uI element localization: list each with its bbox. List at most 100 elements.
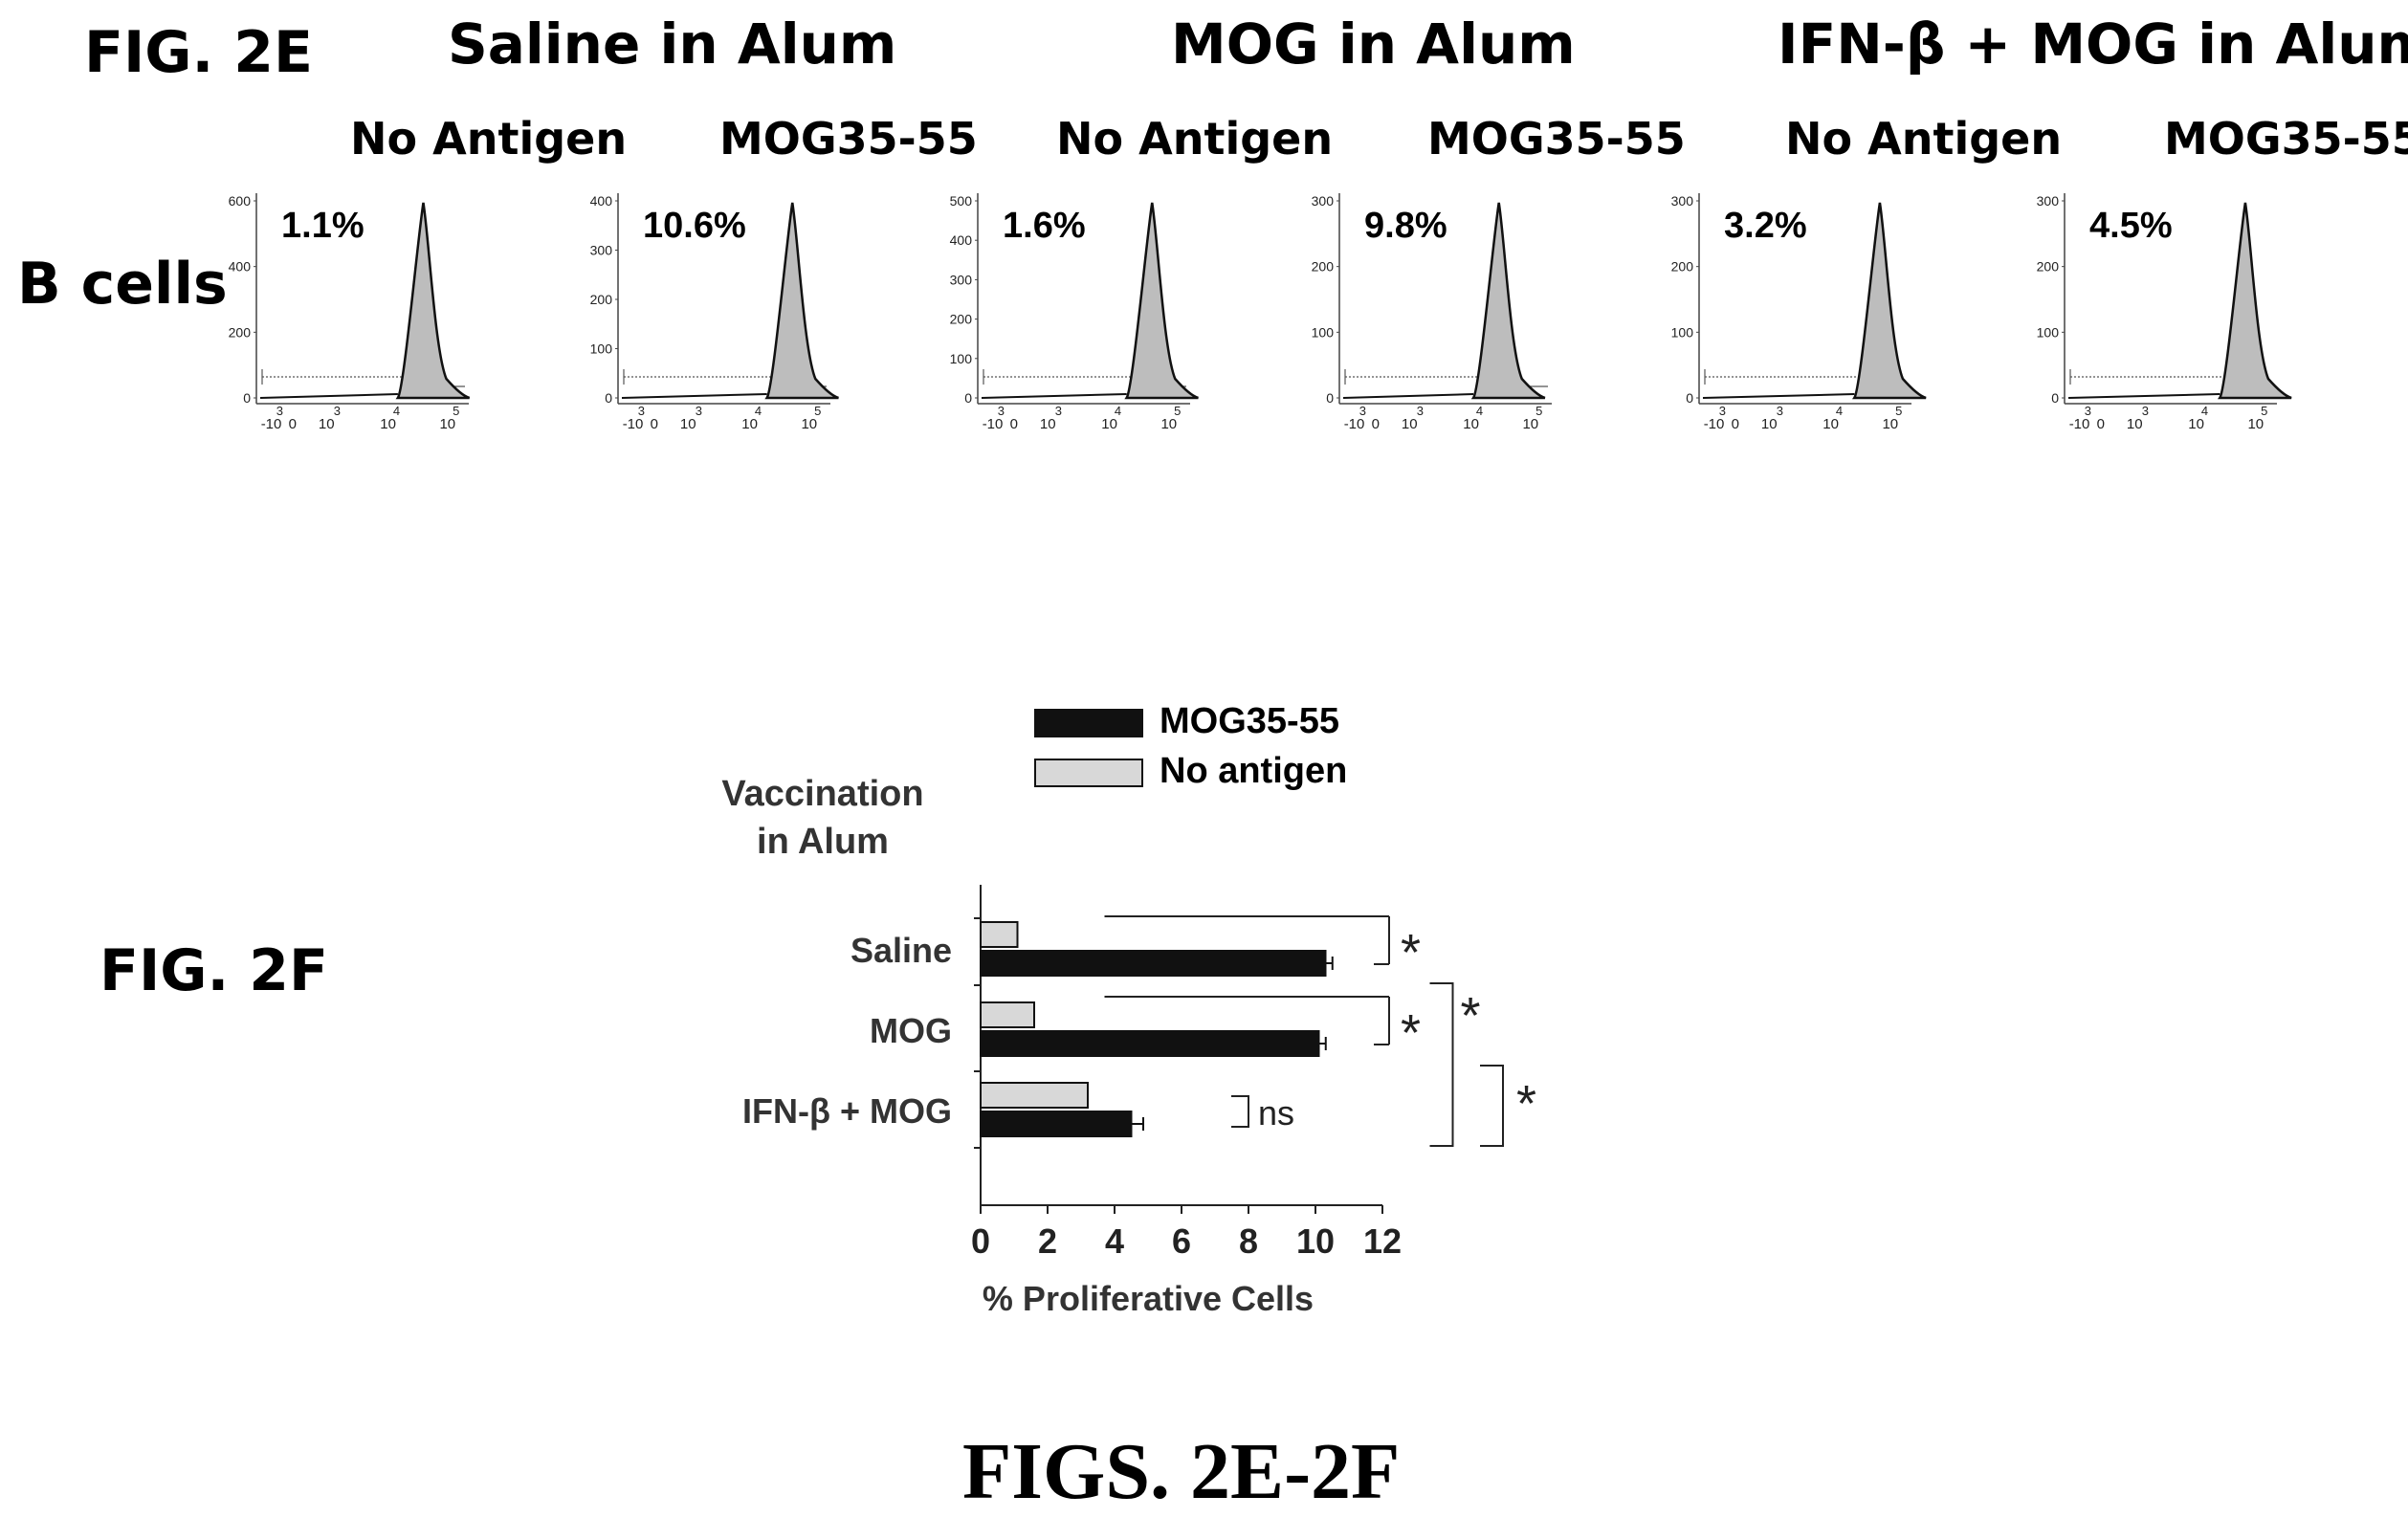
- x-tick-label: 10: [1823, 416, 1839, 432]
- condition-label: MOG35-55: [1427, 113, 1686, 165]
- significance-bracket: [1480, 1065, 1504, 1147]
- bar-no-antigen: [980, 1082, 1089, 1109]
- x-tick-exponent: 3: [1777, 404, 1783, 418]
- y-tick-label: 100: [1671, 324, 1694, 340]
- x-tick-exponent: 4: [1476, 404, 1483, 418]
- x-tick-label: 10: [1160, 416, 1177, 432]
- y-tick-label: 0: [964, 390, 972, 406]
- significance-star: *: [1401, 924, 1421, 981]
- x-tick-label: 10: [1040, 416, 1056, 432]
- x-tick-label: 0: [1372, 416, 1380, 432]
- x-tick-exponent: 4: [755, 404, 762, 418]
- x-tick-label: 10: [741, 416, 758, 432]
- histogram-baseline: [259, 393, 398, 399]
- x-tick-exponent: 5: [1535, 404, 1542, 418]
- bar-no-antigen: [980, 1001, 1035, 1028]
- x-tick-label: 10: [1101, 416, 1117, 432]
- percent-label: 3.2%: [1724, 206, 1807, 246]
- x-tick-label: 8: [1239, 1221, 1258, 1261]
- chart-title: Vaccination: [721, 774, 923, 814]
- significance-star: *: [1516, 1075, 1536, 1133]
- y-tick-label: 300: [950, 272, 973, 287]
- x-tick-label: -10: [623, 416, 644, 432]
- y-tick-label: 200: [1671, 259, 1694, 275]
- histogram-baseline: [981, 393, 1127, 399]
- y-tick-label: 400: [950, 232, 973, 248]
- x-tick-exponent: 3: [2142, 404, 2149, 418]
- significance-star: *: [1461, 987, 1481, 1045]
- x-tick-exponent: 3: [2085, 404, 2091, 418]
- legend-swatch: [1034, 709, 1143, 737]
- x-axis-label: % Proliferative Cells: [983, 1279, 1314, 1318]
- x-tick-label: 10: [2127, 416, 2143, 432]
- condition-label: No Antigen: [1056, 113, 1334, 165]
- category-label: MOG: [870, 1011, 952, 1050]
- group-title-saline: Saline in Alum: [448, 11, 897, 77]
- histogram-baseline: [1342, 393, 1474, 399]
- x-tick-label: 0: [1732, 416, 1739, 432]
- bar-mog35-55: [980, 1030, 1320, 1057]
- x-tick-exponent: 5: [453, 404, 459, 418]
- y-tick-label: 0: [243, 390, 251, 406]
- x-tick-label: 10: [1522, 416, 1538, 432]
- x-tick-exponent: 3: [1359, 404, 1366, 418]
- significance-bracket: [1429, 982, 1454, 1147]
- x-tick-exponent: 3: [334, 404, 341, 418]
- x-tick-label: 2: [1038, 1221, 1057, 1261]
- x-tick-label: -10: [1704, 416, 1725, 432]
- x-tick-label: 10: [380, 416, 396, 432]
- histogram-peak: [1124, 202, 1199, 400]
- y-tick-label: 300: [1312, 193, 1335, 209]
- y-tick-label: 200: [1312, 259, 1335, 275]
- percent-label: 10.6%: [643, 206, 746, 246]
- x-tick-exponent: 5: [814, 404, 821, 418]
- percent-label: 1.6%: [1003, 206, 1086, 246]
- category-label: IFN-β + MOG: [742, 1091, 952, 1131]
- condition-label: No Antigen: [350, 113, 628, 165]
- x-tick-label: 10: [680, 416, 696, 432]
- x-tick-label: 0: [1010, 416, 1018, 432]
- x-tick-label: 10: [1296, 1221, 1335, 1261]
- y-tick-label: 200: [590, 292, 613, 307]
- x-tick-exponent: 5: [1895, 404, 1902, 418]
- x-tick-exponent: 4: [1836, 404, 1843, 418]
- x-tick-exponent: 3: [638, 404, 645, 418]
- histogram-baseline: [621, 393, 767, 399]
- condition-label: No Antigen: [1785, 113, 2063, 165]
- y-tick-label: 100: [2037, 324, 2060, 340]
- x-tick-label: 10: [801, 416, 817, 432]
- histogram-peak: [1470, 202, 1546, 400]
- y-tick-label: 400: [229, 259, 252, 275]
- y-tick-label: 400: [590, 193, 613, 209]
- histogram-peak: [764, 202, 839, 400]
- x-tick-exponent: 5: [2261, 404, 2267, 418]
- histogram-baseline: [2067, 393, 2220, 399]
- x-tick-label: 10: [2188, 416, 2204, 432]
- x-tick-exponent: 3: [1719, 404, 1726, 418]
- y-tick-label: 0: [2051, 390, 2059, 406]
- legend-label: No antigen: [1160, 751, 1347, 791]
- x-tick-exponent: 3: [1417, 404, 1424, 418]
- x-tick-exponent: 4: [393, 404, 400, 418]
- legend-swatch: [1034, 759, 1143, 787]
- y-tick-label: 300: [590, 243, 613, 258]
- y-tick-label: 600: [229, 193, 252, 209]
- y-tick-label: 500: [950, 193, 973, 209]
- y-tick-label: 100: [590, 341, 613, 357]
- legend-label: MOG35-55: [1160, 701, 1339, 741]
- x-tick-label: 12: [1363, 1221, 1402, 1261]
- group-title-mog: MOG in Alum: [1171, 11, 1576, 77]
- x-tick-label: -10: [2069, 416, 2090, 432]
- x-tick-label: -10: [983, 416, 1004, 432]
- x-tick-exponent: 3: [998, 404, 1005, 418]
- fig-2f-label: FIG. 2F: [99, 937, 328, 1004]
- x-tick-label: 0: [289, 416, 297, 432]
- x-tick-label: -10: [261, 416, 282, 432]
- ns-bracket: [1231, 1095, 1249, 1128]
- x-tick-label: 10: [1761, 416, 1778, 432]
- x-tick-label: 10: [439, 416, 455, 432]
- group-title-ifn-mog: IFN-β + MOG in Alum: [1778, 11, 2408, 77]
